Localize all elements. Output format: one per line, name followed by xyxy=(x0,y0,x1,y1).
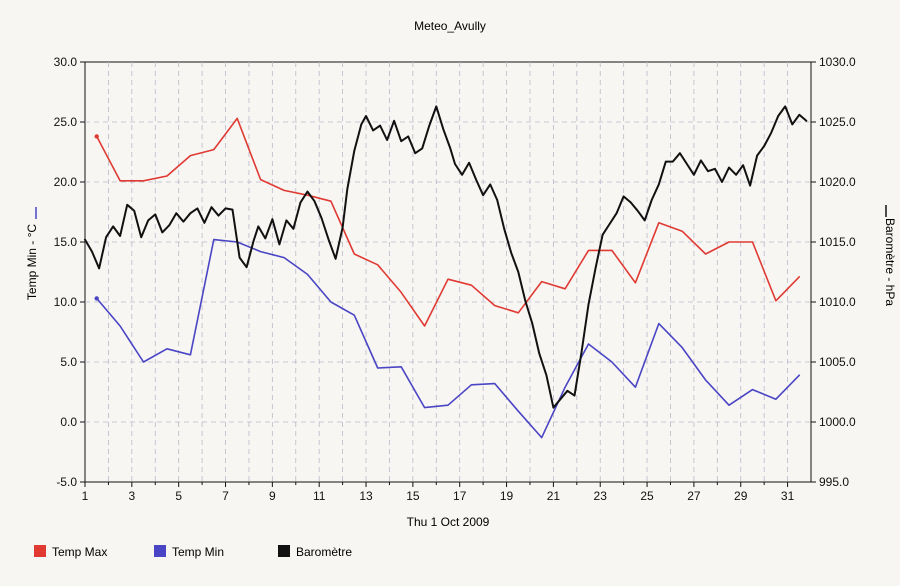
y-left-tick-label: 0.0 xyxy=(60,415,77,429)
x-tick-label: 17 xyxy=(453,489,467,503)
x-axis-label: Thu 1 Oct 2009 xyxy=(407,515,490,529)
legend: Temp Max Temp Min Baromètre xyxy=(34,545,352,559)
x-tick-label: 11 xyxy=(313,489,326,503)
y-right-tick-label: 1015.0 xyxy=(819,235,856,249)
plot-area xyxy=(84,61,812,483)
x-tick-label: 25 xyxy=(640,489,654,503)
x-tick-label: 19 xyxy=(500,489,514,503)
y-right-tick-label: 1030.0 xyxy=(819,55,856,69)
y-left-tick-label: 15.0 xyxy=(54,235,78,249)
x-tick-label: 5 xyxy=(175,489,182,503)
y-left-tick-label: 20.0 xyxy=(54,175,78,189)
x-tick-label: 3 xyxy=(128,489,135,503)
legend-label-barometre: Baromètre xyxy=(296,545,352,559)
legend-swatch-temp-min xyxy=(154,545,166,557)
y-left-tick-label: 25.0 xyxy=(54,115,78,129)
x-tick-label: 15 xyxy=(406,489,420,503)
series-layer xyxy=(84,105,808,439)
x-tick-label: 7 xyxy=(222,489,229,503)
y-right-tick-label: 1025.0 xyxy=(819,115,856,129)
x-tick-label: 27 xyxy=(687,489,701,503)
grid-layer xyxy=(85,62,811,482)
x-tick-label: 21 xyxy=(547,489,561,503)
legend-swatch-barometre xyxy=(278,545,290,557)
x-tick-label: 9 xyxy=(269,489,276,503)
y-right-tick-label: 995.0 xyxy=(819,475,849,489)
chart-title: Meteo_Avully xyxy=(414,19,486,33)
series-line-barometre xyxy=(84,105,808,409)
x-tick-label: 31 xyxy=(781,489,795,503)
series-start-point xyxy=(94,134,99,139)
series-line-temp-min xyxy=(95,238,801,439)
legend-label-temp-max: Temp Max xyxy=(52,545,107,559)
axis-layer: 1 3 5 7 9 11 13 15 17 19 21 23 25 27 29 31-5.00.05.010.… xyxy=(54,55,856,503)
x-tick-label: 1 xyxy=(82,489,89,503)
y-right-tick-label: 1010.0 xyxy=(819,295,856,309)
x-tick-label: 23 xyxy=(594,489,608,503)
y-left-tick-label: -5.0 xyxy=(56,475,77,489)
x-tick-label: 13 xyxy=(359,489,373,503)
y-left-tick-label: 30.0 xyxy=(54,55,78,69)
legend-swatch-temp-max xyxy=(34,545,46,557)
series-line-temp-max xyxy=(95,117,801,327)
y-right-tick-label: 1000.0 xyxy=(819,415,856,429)
x-tick-label: 29 xyxy=(734,489,748,503)
y-right-tick-label: 1005.0 xyxy=(819,355,856,369)
y-right-axis-label: Baromètre - hPa xyxy=(883,218,897,306)
y-right-tick-label: 1020.0 xyxy=(819,175,856,189)
y-left-axis-label: Temp Min - °C xyxy=(25,224,39,300)
legend-label-temp-min: Temp Min xyxy=(172,545,224,559)
y-left-tick-label: 10.0 xyxy=(54,295,78,309)
y-left-tick-label: 5.0 xyxy=(60,355,77,369)
series-start-point xyxy=(94,296,99,301)
